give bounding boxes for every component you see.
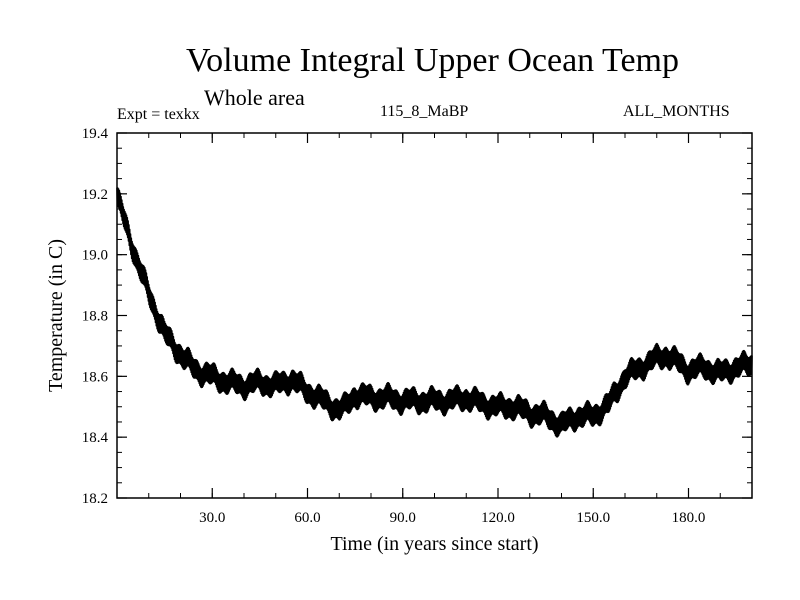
y-tick-label: 18.8 [82, 309, 108, 325]
axis-ticks: 30.0 60.0 90.0 120.0 150.0 180.0 18.2 18.4 18.6 1… [82, 126, 752, 526]
x-tick-label: 60.0 [294, 510, 320, 526]
x-axis-label: Time (in years since start) [330, 533, 538, 555]
run-label: 115_8_MaBP [380, 103, 469, 120]
x-tick-label: 30.0 [199, 510, 225, 526]
y-tick-label: 19.2 [82, 187, 108, 203]
series-line-temperature [116, 187, 753, 438]
x-tick-label: 150.0 [576, 510, 610, 526]
y-tick-label: 18.2 [82, 491, 108, 507]
y-tick-label: 18.6 [82, 369, 109, 385]
y-tick-label: 18.4 [82, 430, 109, 446]
y-tick-label: 19.0 [82, 248, 108, 264]
months-label: ALL_MONTHS [623, 103, 730, 120]
chart-title: Volume Integral Upper Ocean Temp [186, 42, 679, 79]
y-tick-label: 19.4 [82, 126, 109, 142]
x-tick-label: 90.0 [390, 510, 416, 526]
experiment-label: Expt = texkx [117, 106, 200, 123]
x-tick-label: 180.0 [672, 510, 706, 526]
plot-area [116, 187, 753, 438]
chart-subtitle: Whole area [204, 85, 305, 110]
y-axis-label: Temperature (in C) [45, 239, 67, 392]
x-tick-label: 120.0 [481, 510, 515, 526]
plot-frame [116, 132, 753, 499]
